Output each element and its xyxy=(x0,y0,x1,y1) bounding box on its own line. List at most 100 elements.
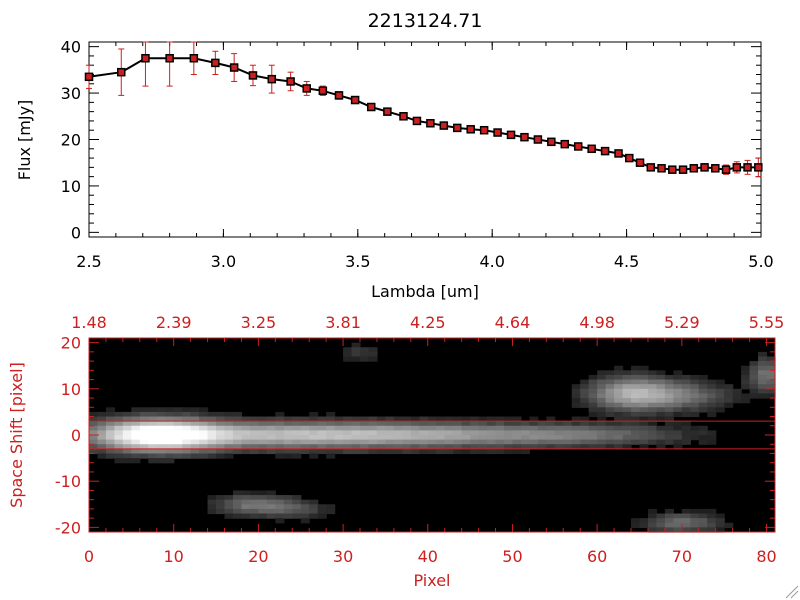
image-cell xyxy=(588,421,598,427)
image-cell xyxy=(131,416,141,422)
image-cell xyxy=(698,393,708,399)
image-cell xyxy=(614,421,624,427)
image-cell xyxy=(292,435,302,441)
image-cell xyxy=(300,444,310,450)
image-cell xyxy=(622,430,632,436)
data-point xyxy=(600,146,610,156)
image-cell xyxy=(724,393,734,399)
image-cell xyxy=(165,458,175,464)
image-cell xyxy=(351,421,361,427)
image-cell xyxy=(393,448,403,455)
image-cell xyxy=(385,444,395,450)
image-cell xyxy=(715,398,725,404)
image-cell xyxy=(258,435,268,441)
image-cell xyxy=(673,388,683,395)
image-cell xyxy=(114,448,124,455)
image-cell xyxy=(724,398,734,404)
image-cell xyxy=(275,504,285,510)
image-cell xyxy=(656,370,666,376)
image-cell xyxy=(470,421,480,427)
image-cell xyxy=(326,411,336,418)
image-cell xyxy=(173,448,183,455)
image-cell xyxy=(258,504,268,510)
image-cell xyxy=(546,416,556,422)
image-cell xyxy=(410,435,420,441)
image-cell xyxy=(266,499,276,505)
image-cell xyxy=(537,425,547,431)
image-cell xyxy=(588,425,598,431)
image-cell xyxy=(122,458,132,464)
image-cell xyxy=(478,444,488,450)
image-cell xyxy=(393,416,403,422)
image-cell xyxy=(707,518,717,524)
top-tick-label: 3.25 xyxy=(241,313,277,332)
image-cell xyxy=(131,448,141,455)
image-cell xyxy=(224,453,234,459)
image-cell xyxy=(664,407,674,413)
image-cell xyxy=(664,430,674,436)
image-cell xyxy=(758,393,768,399)
image-cell xyxy=(300,508,310,515)
image-cell xyxy=(173,411,183,418)
image-cell xyxy=(241,421,251,427)
image-cell xyxy=(681,522,691,528)
image-cell xyxy=(597,407,607,413)
image-cell xyxy=(631,365,641,371)
image-cell xyxy=(97,439,107,445)
image-cell xyxy=(402,416,412,422)
image-cell xyxy=(427,444,437,450)
image-cell xyxy=(436,425,446,431)
image-cell xyxy=(410,416,420,422)
image-cell xyxy=(232,439,243,445)
image-cell xyxy=(419,425,429,431)
image-cell xyxy=(368,351,378,358)
image-cell xyxy=(698,513,708,519)
image-cell xyxy=(419,421,429,427)
image-cell xyxy=(317,439,327,445)
image-cell xyxy=(266,513,276,519)
image-cell xyxy=(207,453,217,459)
image-cell xyxy=(588,402,598,408)
image-cell xyxy=(656,411,666,418)
x-tick-label: 30 xyxy=(333,547,353,566)
image-cell xyxy=(326,448,336,455)
image-cell xyxy=(622,374,632,381)
data-point xyxy=(366,102,376,112)
image-cell xyxy=(749,388,759,395)
image-cell xyxy=(368,444,378,450)
image-cell xyxy=(232,490,243,496)
image-cell xyxy=(148,458,158,464)
data-point xyxy=(426,119,435,128)
x-tick-label: 40 xyxy=(418,547,438,566)
image-cell xyxy=(139,407,149,413)
image-cell xyxy=(495,416,505,422)
data-point xyxy=(302,84,311,93)
image-cell xyxy=(139,411,149,418)
image-cell xyxy=(309,448,319,455)
image-cell xyxy=(681,513,691,519)
image-cell xyxy=(580,430,590,436)
resize-grip-icon[interactable] xyxy=(785,585,799,599)
image-cell xyxy=(275,453,285,459)
image-cell xyxy=(487,425,497,431)
image-cell xyxy=(741,384,751,390)
image-cell xyxy=(639,402,649,408)
image-cell xyxy=(216,435,226,441)
image-cell xyxy=(275,499,285,505)
image-cell xyxy=(597,421,607,427)
image-cell xyxy=(520,430,530,436)
image-cell xyxy=(241,495,251,501)
image-cell xyxy=(563,430,573,436)
image-cell xyxy=(224,435,234,441)
image-cell xyxy=(216,430,226,436)
image-cell xyxy=(249,495,259,501)
image-cell xyxy=(427,430,437,436)
image-cell xyxy=(427,448,437,455)
image-cell xyxy=(690,374,700,381)
y-tick-label: -10 xyxy=(55,472,81,491)
image-cell xyxy=(105,453,116,459)
x-tick-label: 60 xyxy=(587,547,607,566)
image-cell xyxy=(588,393,598,399)
image-cell xyxy=(766,356,776,362)
